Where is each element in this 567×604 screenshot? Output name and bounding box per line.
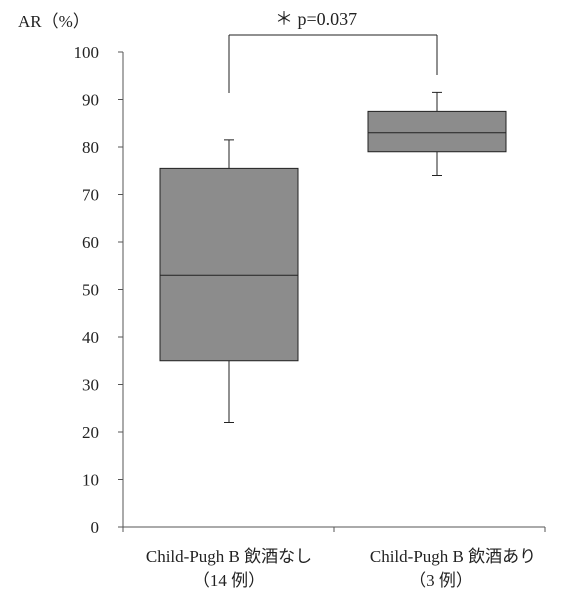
- box-2-iqr: [367, 110, 507, 153]
- x-category-label-2-count: （3 例）: [409, 571, 473, 590]
- y-axis-title: AR（%）: [18, 12, 90, 31]
- y-tick-label-40: 40: [82, 328, 99, 347]
- y-tick-label-10: 10: [82, 471, 99, 490]
- x-category-label-1-count: （14 例）: [193, 571, 265, 590]
- y-tick-label-90: 90: [82, 91, 99, 110]
- y-tick-label-100: 100: [74, 43, 100, 62]
- significance-label: ＊ p=0.037: [275, 9, 357, 29]
- y-tick-label-20: 20: [82, 423, 99, 442]
- y-tick-label-30: 30: [82, 376, 99, 395]
- y-axis-ticks: 0 10 20 30 40 50 60 70 80 90 100: [74, 43, 123, 537]
- y-tick-label-70: 70: [82, 186, 99, 205]
- x-category-label-1: Child-Pugh B 飲酒なし: [146, 547, 312, 566]
- x-category-label-2: Child-Pugh B 飲酒あり: [370, 547, 536, 566]
- y-tick-label-50: 50: [82, 281, 99, 300]
- significance-bracket: ＊ p=0.037: [228, 9, 438, 93]
- box-series: [159, 91, 507, 423]
- x-axis-ticks: [122, 527, 546, 532]
- box-1-iqr: [159, 167, 299, 362]
- y-tick-label-60: 60: [82, 233, 99, 252]
- y-tick-label-80: 80: [82, 138, 99, 157]
- y-tick-label-0: 0: [91, 518, 100, 537]
